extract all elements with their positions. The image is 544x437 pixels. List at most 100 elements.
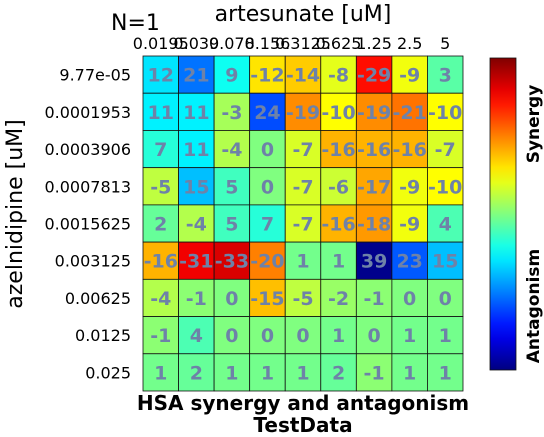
chart-title: HSA synergy and antagonism	[137, 391, 469, 415]
heatmap-cell	[427, 130, 464, 169]
y-tick-labels: 9.77e-05 0.0001953 0.0003906 0.0007813 0.001…	[44, 66, 131, 383]
cell-value: 0	[261, 139, 274, 161]
cell-value: -4	[150, 288, 171, 310]
heatmap-cell	[142, 92, 179, 131]
heatmap-cell	[249, 316, 286, 355]
cell-value: -31	[179, 251, 213, 273]
x-tick-label: 0.625	[316, 34, 362, 53]
cell-value: 1	[261, 362, 274, 384]
heatmap-cell	[427, 241, 464, 280]
cell-value: -33	[215, 251, 249, 273]
cell-value: -19	[357, 102, 391, 124]
heatmap-cell	[355, 278, 393, 317]
heatmap-cell	[284, 278, 322, 317]
heatmap-cell	[178, 353, 215, 392]
heatmap-cell	[213, 204, 251, 243]
cell-value: 11	[183, 102, 209, 124]
heatmap-cell	[142, 241, 179, 280]
cell-value: 1	[439, 362, 452, 384]
heatmap-cell	[178, 278, 215, 317]
heatmap-cell	[178, 241, 215, 280]
cell-value: 4	[439, 214, 452, 236]
colorbar-synergy-label: Synergy	[524, 85, 544, 164]
cell-value: -20	[250, 251, 284, 273]
y-tick-label: 0.0007813	[44, 177, 131, 196]
colorbar	[489, 57, 517, 371]
cell-value: 12	[148, 65, 174, 87]
heatmap-cell	[142, 316, 179, 355]
heatmap-cell	[320, 353, 357, 392]
heatmap-cell	[355, 92, 393, 131]
cell-value: 3	[439, 65, 452, 87]
cell-value: 1	[439, 325, 452, 347]
heatmap-cell	[284, 241, 322, 280]
heatmap-cell	[178, 55, 215, 94]
heatmap-cell	[355, 353, 393, 392]
cell-value: 1	[332, 251, 345, 273]
heatmap-cell	[427, 167, 464, 206]
x-tick-label: 0.156	[245, 34, 291, 53]
heatmap-cell	[213, 316, 251, 355]
x-axis-label: artesunate [uM]	[215, 2, 392, 27]
cell-value: 21	[183, 65, 209, 87]
heatmap-cell	[355, 316, 393, 355]
heatmap-cell	[320, 204, 357, 243]
cell-value: -1	[186, 288, 207, 310]
cell-value: -16	[357, 139, 391, 161]
cell-value: -12	[250, 65, 284, 87]
heatmap-cell	[142, 278, 179, 317]
cell-value: 5	[225, 214, 238, 236]
heatmap-cell	[284, 92, 322, 131]
cell-value: -5	[292, 288, 313, 310]
heatmap-cell	[320, 316, 357, 355]
cell-value: 0	[225, 288, 238, 310]
y-axis-label: azelnidipine [uM]	[3, 119, 28, 308]
chart-subtitle: TestData	[253, 413, 352, 437]
cell-value: 11	[148, 102, 174, 124]
heatmap-cell	[284, 130, 322, 169]
heatmap-cell	[391, 92, 428, 131]
cell-value: -1	[150, 325, 171, 347]
heatmap-cell	[178, 130, 215, 169]
heatmap-cell	[213, 92, 251, 131]
y-tick-label: 0.025	[85, 363, 131, 382]
cell-value: -7	[292, 176, 313, 198]
heatmap-cell	[249, 353, 286, 392]
heatmap-cell	[213, 241, 251, 280]
cell-value: 1	[403, 325, 416, 347]
cell-value: 1	[296, 362, 309, 384]
cell-value: 2	[190, 362, 203, 384]
cell-value: 39	[361, 251, 387, 273]
heatmap-cell	[249, 204, 286, 243]
cell-value: 15	[183, 176, 209, 198]
colorbar-antagonism-label: Antagonism	[524, 249, 544, 363]
cell-value: -10	[428, 102, 462, 124]
cell-value: 7	[261, 214, 274, 236]
cell-value: -3	[221, 102, 242, 124]
cell-value: -5	[150, 176, 171, 198]
heatmap-cell	[284, 316, 322, 355]
colorbar-gradient	[489, 57, 517, 371]
heatmap-cell	[142, 130, 179, 169]
cell-value: -9	[399, 176, 420, 198]
cell-value: 2	[332, 362, 345, 384]
cell-value: -9	[399, 214, 420, 236]
cell-value: 1	[296, 251, 309, 273]
cell-value: 0	[296, 325, 309, 347]
y-tick-label: 9.77e-05	[59, 66, 131, 85]
y-tick-label: 0.003125	[55, 252, 131, 271]
cell-value: 9	[225, 65, 238, 87]
cell-value: 0	[403, 288, 416, 310]
cell-value: 2	[154, 214, 167, 236]
n-label: N=1	[111, 11, 160, 36]
cell-value: -19	[286, 102, 320, 124]
heatmap-cell	[355, 204, 393, 243]
y-tick-label: 0.0001953	[44, 103, 131, 122]
heatmap-cell	[142, 353, 179, 392]
cell-value: 1	[225, 362, 238, 384]
cell-value: 1	[154, 362, 167, 384]
cell-value: -4	[221, 139, 242, 161]
heatmap-cell-values: 12 21 9 -12 -14 -8 -29 -9 311 11 -3 24 -19 -10 -19 -21-…	[144, 65, 463, 385]
heatmap-cell	[427, 316, 464, 355]
